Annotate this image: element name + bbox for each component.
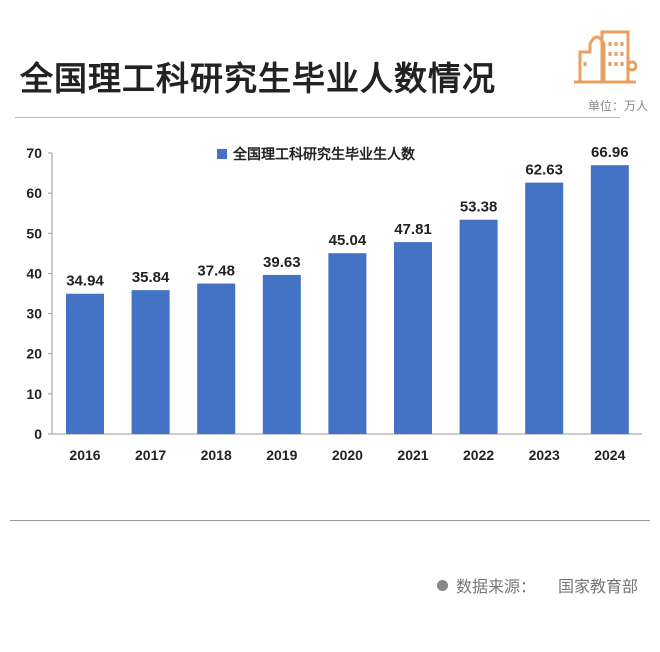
y-tick-label: 30: [26, 306, 42, 322]
legend-label: 全国理工科研究生毕业生人数: [232, 146, 416, 162]
y-tick-label: 0: [34, 426, 42, 442]
data-label: 37.48: [197, 263, 235, 280]
bar-chart: 0 10 20 30 40 50 60 70 34.94 2016 35.84 2017 37.48 2…: [26, 144, 642, 463]
data-label: 47.81: [394, 221, 432, 238]
x-tick-label: 2020: [332, 447, 363, 463]
y-tick-label: 20: [26, 346, 42, 362]
data-label: 39.63: [263, 254, 301, 271]
bar-2019: [262, 274, 301, 434]
bar-2020: [328, 253, 367, 434]
bullet-dot-icon: [436, 579, 448, 591]
bar-2016: [66, 293, 104, 434]
header-divider: [15, 117, 620, 118]
data-label: 66.96: [591, 144, 629, 161]
bar-2017: [131, 290, 170, 434]
data-label: 35.84: [132, 269, 170, 286]
data-label: 53.38: [460, 199, 498, 216]
bar-2021: [394, 242, 432, 434]
bar-2018: [197, 283, 236, 434]
x-tick-label: 2019: [266, 447, 297, 463]
x-tick-label: 2017: [135, 447, 166, 463]
page-title: 全国理工科研究生毕业人数情况: [20, 59, 496, 98]
x-tick-label: 2024: [594, 447, 625, 463]
footer-divider: [10, 520, 650, 521]
city-buildings-icon: [574, 30, 638, 84]
x-tick-label: 2016: [69, 447, 100, 463]
source-note: 数据来源： 国家教育部: [436, 573, 638, 597]
x-tick-label: 2022: [463, 447, 494, 463]
source-label: 数据来源：: [455, 577, 536, 596]
data-label: 34.94: [66, 273, 104, 290]
y-tick-label: 40: [26, 265, 42, 281]
bar-2023: [525, 182, 564, 434]
data-label: 45.04: [329, 232, 367, 249]
source-value: 国家教育部: [557, 577, 638, 596]
y-tick-label: 50: [26, 225, 42, 241]
x-tick-label: 2023: [529, 447, 560, 463]
y-tick-label: 60: [26, 185, 42, 201]
x-tick-label: 2018: [201, 447, 232, 463]
data-label: 62.63: [525, 162, 563, 179]
x-tick-label: 2021: [397, 447, 428, 463]
legend: 全国理工科研究生毕业生人数: [217, 146, 416, 162]
y-tick-label: 10: [26, 386, 42, 402]
legend-swatch: [217, 149, 227, 159]
bar-2024: [590, 165, 629, 434]
bar-2022: [459, 219, 498, 434]
unit-label: 单位：万人: [587, 99, 648, 113]
y-tick-label: 70: [26, 145, 42, 161]
